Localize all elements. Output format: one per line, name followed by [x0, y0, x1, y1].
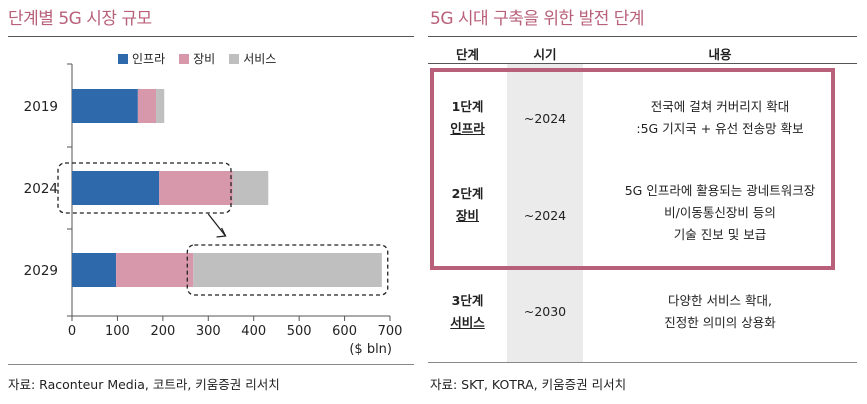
row3-stage: 3단계 서비스 — [428, 290, 507, 334]
legend-item-service: 서비스 — [229, 50, 276, 67]
row3-content: 다양한 서비스 확대, 진정한 의미의 상용화 — [583, 290, 857, 334]
row1-content-line2: :5G 기지국 + 유선 전송망 확보 — [636, 121, 804, 136]
legend-swatch-infra — [118, 53, 128, 64]
row2-content-line1: 5G 인프라에 활용되는 광네트워크장 — [624, 183, 816, 198]
row2-content-line2: 비/이동통신장비 등의 — [664, 205, 776, 220]
period-column-bg — [507, 64, 583, 362]
x-tick-label: 500 — [287, 324, 312, 339]
category-label: 2024 — [24, 181, 58, 197]
bar-2024-서비스 — [232, 171, 269, 205]
legend-label-service: 서비스 — [243, 52, 277, 66]
x-tick-label: 300 — [196, 324, 221, 339]
legend-label-equipment: 장비 — [193, 52, 216, 66]
left-panel-title: 단계별 5G 시장 규모 — [8, 9, 152, 29]
annotation-arrow-head — [216, 227, 227, 238]
row2-stage-name: 장비 — [455, 208, 479, 223]
x-unit-label: ($ bln) — [349, 342, 392, 357]
header-period: 시기 — [533, 47, 557, 62]
row3-content-line1: 다양한 서비스 확대, — [668, 293, 772, 308]
row2-stage-number: 2단계 — [451, 186, 484, 201]
legend-item-equipment: 장비 — [179, 50, 215, 67]
row3-stage-number: 3단계 — [451, 293, 484, 308]
x-tick-label: 100 — [105, 324, 130, 339]
left-title-rule — [8, 36, 414, 37]
bar-2019-인프라 — [72, 89, 138, 123]
bar-2019-장비 — [137, 89, 157, 123]
row3-stage-name: 서비스 — [450, 315, 485, 330]
chart-legend: 인프라 장비 서비스 — [118, 50, 276, 67]
row1-stage: 1단계 인프라 — [428, 96, 507, 140]
stage-highlight-box — [430, 68, 835, 270]
x-tick-label: 200 — [150, 324, 175, 339]
right-title-rule — [428, 36, 857, 37]
x-tick-label: 400 — [241, 324, 266, 339]
header-rule — [428, 63, 857, 64]
legend-swatch-equipment — [179, 53, 190, 64]
x-tick-label: 0 — [68, 324, 76, 339]
left-source-rule — [8, 364, 414, 365]
right-source: 자료: SKT, KOTRA, 키움증권 리서치 — [430, 377, 627, 392]
row1-period: ~2024 — [523, 111, 567, 126]
bar-2029-서비스 — [193, 253, 382, 287]
category-label: 2019 — [24, 99, 58, 115]
row2-content: 5G 인프라에 활용되는 광네트워크장 비/이동통신장비 등의 기술 진보 및 … — [583, 180, 857, 246]
bar-2029-인프라 — [72, 253, 117, 287]
annotation-arrow-line — [207, 213, 227, 237]
bar-2024-장비 — [159, 171, 233, 205]
row1-stage-name: 인프라 — [450, 121, 485, 136]
market-size-chart: 0 100 200 300 400 500 600 700 ($ bln) 2019 2024 202… — [24, 63, 403, 357]
row3-content-line2: 진정한 의미의 상용화 — [664, 315, 776, 330]
right-panel-title: 5G 시대 구축을 위한 발전 단계 — [430, 9, 645, 29]
category-label: 2029 — [24, 263, 58, 279]
right-source-rule — [428, 362, 857, 363]
legend-swatch-service — [229, 53, 240, 64]
annotation-box-2029 — [186, 244, 389, 296]
row3-period: ~2030 — [523, 304, 567, 319]
bar-2024-인프라 — [72, 171, 160, 205]
row2-stage: 2단계 장비 — [428, 183, 507, 227]
row1-content: 전국에 걸쳐 커버리지 확대 :5G 기지국 + 유선 전송망 확보 — [583, 96, 857, 140]
left-source: 자료: Raconteur Media, 코트라, 키움증권 리서치 — [8, 377, 280, 392]
header-stage: 단계 — [455, 47, 479, 62]
legend-label-infra: 인프라 — [132, 52, 166, 66]
row2-period: ~2024 — [523, 208, 567, 223]
bar-2029-장비 — [116, 253, 194, 287]
legend-item-infra: 인프라 — [118, 50, 165, 67]
x-tick-label: 600 — [332, 324, 357, 339]
annotation-box-2024 — [57, 162, 232, 214]
x-tick-label: 700 — [378, 324, 403, 339]
header-content: 내용 — [708, 47, 732, 62]
row2-content-line3: 기술 진보 및 보급 — [673, 227, 767, 242]
row1-stage-number: 1단계 — [451, 99, 484, 114]
row1-content-line1: 전국에 걸쳐 커버리지 확대 — [650, 99, 790, 114]
bar-2019-서비스 — [156, 89, 165, 123]
